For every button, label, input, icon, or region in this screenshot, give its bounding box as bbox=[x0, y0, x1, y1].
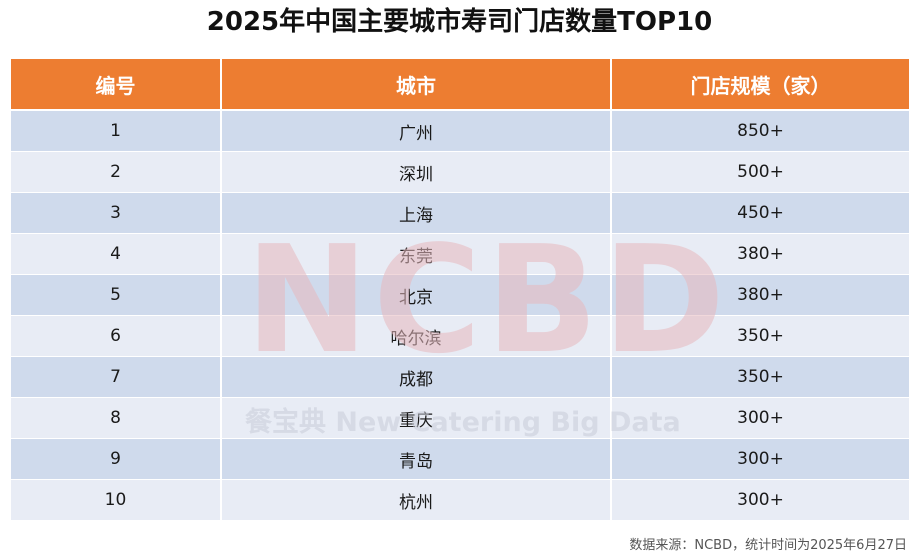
column-header-rank: 编号 bbox=[9, 57, 222, 111]
city-cell: 青岛 bbox=[220, 438, 612, 480]
stores-cell: 350+ bbox=[610, 315, 911, 357]
city-cell: 上海 bbox=[220, 192, 612, 234]
city-cell: 深圳 bbox=[220, 151, 612, 193]
stores-cell: 850+ bbox=[610, 109, 911, 152]
city-cell: 成都 bbox=[220, 356, 612, 398]
column-header-stores: 门店规模（家） bbox=[610, 57, 911, 111]
rank-cell: 2 bbox=[9, 151, 222, 193]
rank-cell: 5 bbox=[9, 274, 222, 316]
rank-cell: 8 bbox=[9, 397, 222, 439]
city-cell: 重庆 bbox=[220, 397, 612, 439]
store-table: 编号 城市 门店规模（家） 1 广州 850+ 2 深圳 500+ 3 上海 4… bbox=[9, 57, 911, 521]
table-row: 3 上海 450+ bbox=[9, 192, 911, 234]
table-row: 2 深圳 500+ bbox=[9, 151, 911, 193]
rank-cell: 9 bbox=[9, 438, 222, 480]
table-row: 6 哈尔滨 350+ bbox=[9, 315, 911, 357]
table-row: 4 东莞 380+ bbox=[9, 233, 911, 275]
table-row: 5 北京 380+ bbox=[9, 274, 911, 316]
city-cell: 东莞 bbox=[220, 233, 612, 275]
column-header-city: 城市 bbox=[220, 57, 612, 111]
table-row: 1 广州 850+ bbox=[9, 109, 911, 152]
rank-cell: 3 bbox=[9, 192, 222, 234]
table-row: 9 青岛 300+ bbox=[9, 438, 911, 480]
stores-cell: 350+ bbox=[610, 356, 911, 398]
table-row: 8 重庆 300+ bbox=[9, 397, 911, 439]
source-note: 数据来源：NCBD，统计时间为2025年6月27日 bbox=[629, 538, 907, 553]
stores-cell: 300+ bbox=[610, 479, 911, 521]
rank-cell: 6 bbox=[9, 315, 222, 357]
stores-cell: 300+ bbox=[610, 397, 911, 439]
rank-cell: 7 bbox=[9, 356, 222, 398]
rank-cell: 1 bbox=[9, 109, 222, 152]
city-cell: 哈尔滨 bbox=[220, 315, 612, 357]
city-cell: 北京 bbox=[220, 274, 612, 316]
city-cell: 广州 bbox=[220, 109, 612, 152]
rank-cell: 10 bbox=[9, 479, 222, 521]
table-header-row: 编号 城市 门店规模（家） bbox=[9, 57, 911, 111]
stores-cell: 500+ bbox=[610, 151, 911, 193]
stores-cell: 450+ bbox=[610, 192, 911, 234]
city-cell: 杭州 bbox=[220, 479, 612, 521]
stores-cell: 380+ bbox=[610, 233, 911, 275]
rank-cell: 4 bbox=[9, 233, 222, 275]
stores-cell: 300+ bbox=[610, 438, 911, 480]
page-title: 2025年中国主要城市寿司门店数量TOP10 bbox=[206, 7, 713, 37]
table-row: 10 杭州 300+ bbox=[9, 479, 911, 521]
table-row: 7 成都 350+ bbox=[9, 356, 911, 398]
stores-cell: 380+ bbox=[610, 274, 911, 316]
